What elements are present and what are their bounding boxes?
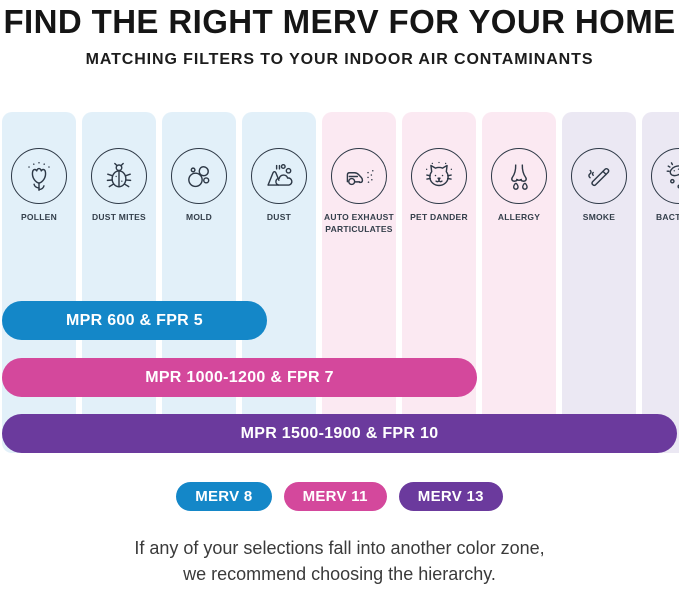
bacteria-icon [651,148,679,204]
contaminant-label: ALLERGY [497,212,541,222]
legend-pill-merv8: MERV 8 [176,482,272,511]
contaminant-label: POLLEN [21,212,57,222]
auto-exhaust-icon [331,148,387,204]
allergy-icon [491,148,547,204]
contaminant-label: SMOKE [582,212,616,222]
footer-line1: If any of your selections fall into anot… [134,538,545,558]
column-pet-dander: PET DANDER [402,112,476,453]
legend-label: MERV 8 [195,488,253,505]
legend-pill-merv11: MERV 11 [283,482,387,511]
pet-dander-icon [411,148,467,204]
bar-merv13: MPR 1500-1900 & FPR 10 [2,414,677,453]
smoke-icon [571,148,627,204]
column-dust: DUST [242,112,316,453]
contaminant-label: DUST [266,212,292,222]
column-auto-exhaust: AUTO EXHAUST PARTICULATES [322,112,396,453]
column-mold: MOLD [162,112,236,453]
contaminant-label: MOLD [185,212,213,222]
bar-label: MPR 600 & FPR 5 [66,311,203,329]
legend-pill-merv13: MERV 13 [398,482,503,511]
column-dust-mites: DUST MITES [82,112,156,453]
mold-icon [171,148,227,204]
contaminant-label: PET DANDER [410,212,468,222]
contaminant-columns: POLLEN DUST MITES [2,112,679,453]
column-bacteria: BACTERIA [642,112,679,453]
page-title: FIND THE RIGHT MERV FOR YOUR HOME [3,3,676,40]
legend-label: MERV 11 [302,488,368,505]
contaminant-label: BACTERIA [656,212,679,222]
bar-merv11: MPR 1000-1200 & FPR 7 [2,358,477,397]
pollen-icon [11,148,67,204]
merv-legend: MERV 8 MERV 11 MERV 13 [0,482,679,511]
bar-merv8: MPR 600 & FPR 5 [2,301,267,340]
bar-label: MPR 1500-1900 & FPR 10 [240,424,439,442]
column-allergy: ALLERGY [482,112,556,453]
dust-icon [251,148,307,204]
footer-line2: we recommend choosing the hierarchy. [183,563,496,584]
page-subtitle: MATCHING FILTERS TO YOUR INDOOR AIR CONT… [85,51,594,68]
column-smoke: SMOKE [562,112,636,453]
column-pollen: POLLEN [2,112,76,453]
footer-note: If any of your selections fall into anot… [0,536,679,587]
dust-mites-icon [91,148,147,204]
contaminant-label: DUST MITES [92,212,146,222]
legend-label: MERV 13 [417,488,484,505]
contaminant-label: AUTO EXHAUST PARTICULATES [324,212,394,234]
bar-label: MPR 1000-1200 & FPR 7 [145,368,334,386]
